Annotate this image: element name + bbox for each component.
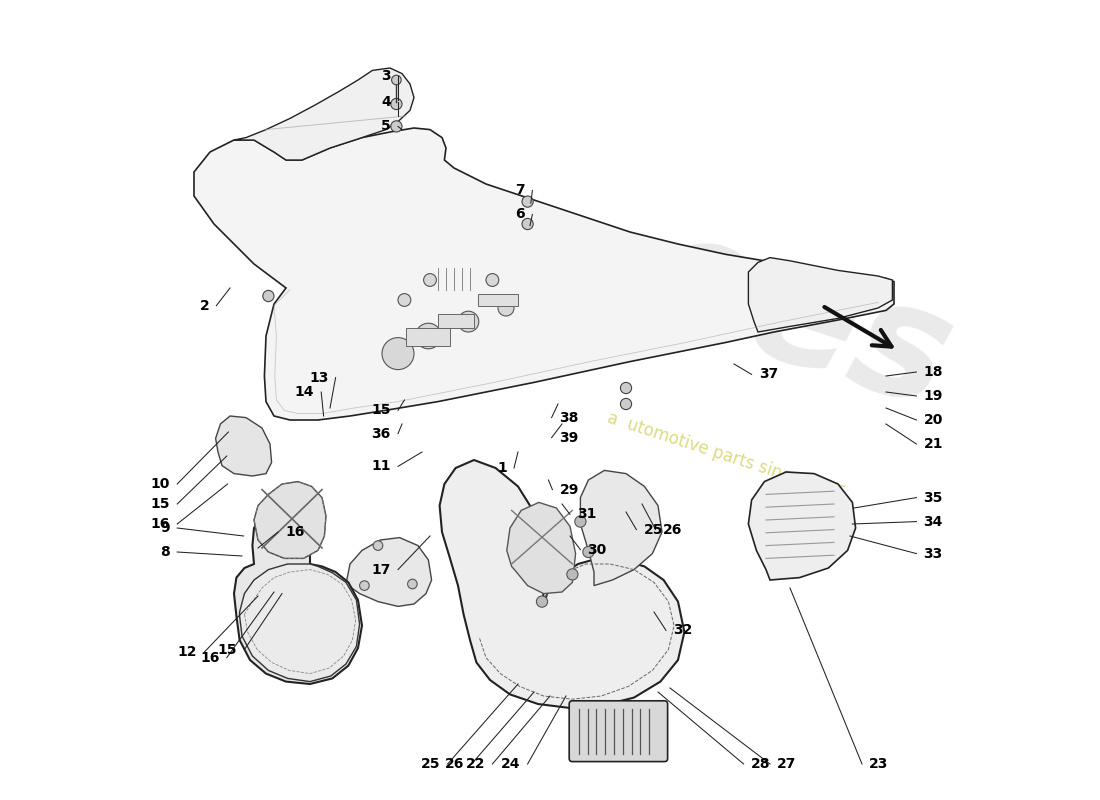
Polygon shape xyxy=(254,482,326,558)
Circle shape xyxy=(390,121,402,132)
Circle shape xyxy=(424,274,437,286)
Circle shape xyxy=(458,311,478,332)
Text: 15: 15 xyxy=(218,642,238,657)
Polygon shape xyxy=(234,504,362,684)
Text: 1: 1 xyxy=(497,461,507,475)
Text: 15: 15 xyxy=(372,403,390,418)
Polygon shape xyxy=(216,416,272,476)
Text: 14: 14 xyxy=(295,385,313,399)
Circle shape xyxy=(398,294,410,306)
Polygon shape xyxy=(748,472,856,580)
Text: ees: ees xyxy=(626,198,970,442)
Text: 11: 11 xyxy=(372,459,390,474)
Text: 9: 9 xyxy=(161,521,170,535)
Text: 4: 4 xyxy=(381,94,390,109)
Text: 3: 3 xyxy=(382,69,390,83)
FancyBboxPatch shape xyxy=(569,701,668,762)
Text: 20: 20 xyxy=(924,413,943,427)
Text: 5: 5 xyxy=(381,119,390,134)
Polygon shape xyxy=(581,470,662,586)
Text: 35: 35 xyxy=(924,490,943,505)
Text: 17: 17 xyxy=(372,562,390,577)
Circle shape xyxy=(522,218,534,230)
Text: 32: 32 xyxy=(673,623,693,638)
Text: 25: 25 xyxy=(421,757,440,771)
Text: 19: 19 xyxy=(924,389,943,403)
Circle shape xyxy=(263,290,274,302)
Text: 2: 2 xyxy=(199,298,209,313)
Text: 30: 30 xyxy=(587,542,607,557)
Text: 34: 34 xyxy=(924,514,943,529)
Circle shape xyxy=(360,581,370,590)
Text: 27: 27 xyxy=(778,757,796,771)
Text: 25: 25 xyxy=(644,522,663,537)
Text: 39: 39 xyxy=(559,430,579,445)
Circle shape xyxy=(522,196,534,207)
Circle shape xyxy=(620,398,631,410)
Text: 26: 26 xyxy=(663,522,682,537)
Text: 22: 22 xyxy=(465,757,485,771)
Text: 8: 8 xyxy=(161,545,170,559)
Text: 38: 38 xyxy=(559,410,579,425)
Polygon shape xyxy=(234,68,414,160)
Text: 15: 15 xyxy=(151,497,170,511)
Text: 29: 29 xyxy=(560,482,579,497)
Text: 16: 16 xyxy=(200,650,220,665)
Circle shape xyxy=(392,75,402,85)
Polygon shape xyxy=(194,128,894,420)
Polygon shape xyxy=(440,460,684,708)
Circle shape xyxy=(620,382,631,394)
Circle shape xyxy=(382,338,414,370)
Circle shape xyxy=(566,569,578,580)
Text: 37: 37 xyxy=(759,367,778,382)
Text: 16: 16 xyxy=(151,517,170,531)
Polygon shape xyxy=(507,502,575,594)
Bar xyxy=(406,328,450,346)
Circle shape xyxy=(373,541,383,550)
Bar xyxy=(478,294,518,306)
Text: 36: 36 xyxy=(372,426,390,441)
Text: 26: 26 xyxy=(446,757,464,771)
Text: 18: 18 xyxy=(924,365,943,379)
Polygon shape xyxy=(346,538,431,606)
Polygon shape xyxy=(240,564,360,682)
Text: 10: 10 xyxy=(151,477,170,491)
Text: 33: 33 xyxy=(924,546,943,561)
Text: 23: 23 xyxy=(869,757,889,771)
Circle shape xyxy=(583,546,594,558)
Text: 21: 21 xyxy=(924,437,943,451)
Text: 24: 24 xyxy=(500,757,520,771)
Text: 28: 28 xyxy=(751,757,770,771)
Text: 31: 31 xyxy=(578,507,596,522)
Circle shape xyxy=(498,300,514,316)
Circle shape xyxy=(575,516,586,527)
Bar xyxy=(438,314,474,328)
Text: 6: 6 xyxy=(516,207,525,222)
Circle shape xyxy=(390,98,402,110)
Text: a  utomotive parts since 1995: a utomotive parts since 1995 xyxy=(605,409,847,503)
Circle shape xyxy=(416,323,441,349)
Text: 16: 16 xyxy=(285,525,305,539)
Text: 13: 13 xyxy=(309,370,329,385)
Circle shape xyxy=(408,579,417,589)
Circle shape xyxy=(486,274,498,286)
Text: 7: 7 xyxy=(516,183,525,198)
Polygon shape xyxy=(748,258,892,332)
Circle shape xyxy=(537,596,548,607)
Text: 12: 12 xyxy=(178,645,197,659)
